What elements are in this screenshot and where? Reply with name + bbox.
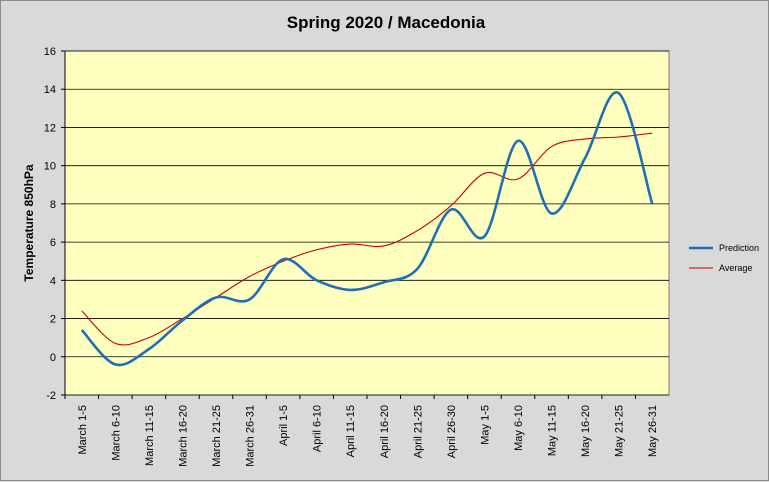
- y-tick-label: 14: [44, 84, 56, 96]
- x-tick-label: March 11-15: [144, 405, 156, 466]
- y-tick-label: 2: [50, 314, 56, 326]
- x-tick-label: May 1-5: [479, 405, 491, 445]
- y-tick-label: 8: [50, 199, 56, 211]
- x-tick-label: March 1-5: [77, 405, 89, 455]
- y-tick-label: 12: [44, 122, 56, 134]
- x-tick-label: April 16-20: [379, 405, 391, 458]
- y-tick-label: 6: [50, 237, 56, 249]
- y-tick-label: 4: [50, 275, 56, 287]
- series-line-average: [81, 132, 653, 346]
- y-tick-label: -2: [46, 390, 56, 402]
- x-tick-label: March 6-10: [110, 405, 122, 461]
- x-tick-label: March 16-20: [177, 405, 189, 467]
- x-tick-label: April 11-15: [345, 405, 357, 457]
- chart-title: Spring 2020 / Macedonia: [287, 13, 486, 32]
- y-axis-ticks: -2 0 2 4 6 8 10 12 14 16: [44, 46, 66, 402]
- x-tick-label: March 26-31: [245, 405, 257, 467]
- x-tick-label: March 21-25: [211, 405, 223, 467]
- x-tick-label: May 16-20: [580, 405, 592, 457]
- y-tick-label: 16: [44, 46, 56, 58]
- x-tick-label: May 6-10: [513, 405, 525, 451]
- x-axis-ticks: March 1-5 March 6-10 March 11-15 March 16-2…: [64, 395, 659, 467]
- x-tick-label: April 26-30: [446, 405, 458, 458]
- legend: Prediction Average: [689, 243, 759, 273]
- x-tick-label: April 21-25: [412, 405, 424, 458]
- series-lines: [80, 91, 654, 367]
- y-tick-label: 10: [44, 161, 56, 173]
- x-tick-label: April 6-10: [312, 405, 324, 452]
- x-tick-label: May 26-31: [647, 405, 659, 457]
- legend-label: Prediction: [719, 243, 759, 253]
- plot-area: [64, 50, 670, 396]
- legend-label: Average: [719, 263, 752, 273]
- x-tick-label: April 1-5: [278, 405, 290, 446]
- y-axis-label: Temperature 850hPa: [22, 164, 36, 281]
- x-tick-label: May 11-15: [547, 405, 559, 456]
- series-line-prediction: [80, 91, 654, 367]
- x-tick-label: May 21-25: [614, 405, 626, 457]
- y-tick-label: 0: [50, 352, 56, 364]
